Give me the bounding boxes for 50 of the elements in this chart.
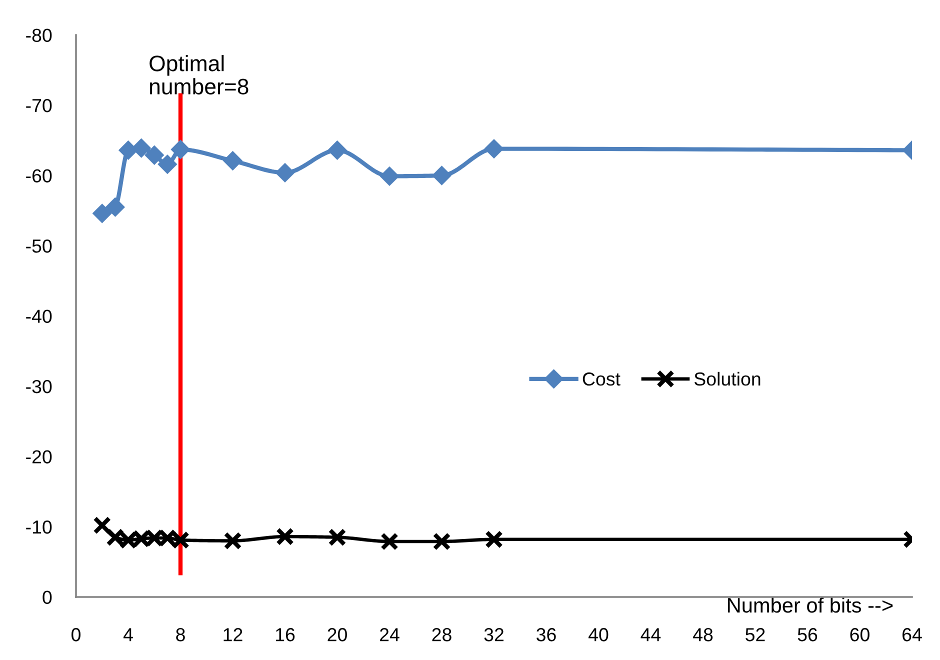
- point: [144, 146, 164, 165]
- point: [432, 532, 451, 551]
- point: [106, 198, 125, 217]
- x-tick-label: 8: [176, 628, 185, 642]
- y-tick-label: -10: [26, 520, 52, 534]
- x-tick-label: 24: [380, 628, 400, 642]
- y-tick-label: 0: [42, 590, 52, 604]
- x-tick-label: 64: [902, 628, 922, 642]
- x-tick-label: 0: [72, 628, 80, 642]
- y-tick-label: -70: [26, 98, 52, 112]
- point: [93, 516, 112, 534]
- y-tick-label: -60: [26, 169, 52, 182]
- point: [328, 528, 346, 546]
- x-tick-label: 44: [640, 628, 661, 642]
- point: [224, 532, 242, 550]
- x-tick-label: 48: [693, 628, 713, 642]
- y-tick-label: -30: [26, 380, 52, 394]
- point: [432, 166, 452, 186]
- point: [275, 163, 295, 182]
- point: [92, 204, 112, 223]
- x-tick-label: 4: [123, 628, 133, 642]
- point: [158, 154, 177, 174]
- point: [380, 166, 400, 186]
- y-tick-label: -80: [26, 28, 52, 42]
- x-tick-label: 20: [328, 628, 347, 642]
- x-tick-label: 60: [850, 628, 870, 642]
- point: [484, 139, 504, 158]
- x-tick-label: 32: [484, 628, 504, 642]
- legend-label: Cost: [582, 372, 620, 386]
- point: [380, 532, 399, 551]
- x-tick-label: 52: [746, 628, 765, 642]
- y-tick-label: -40: [26, 310, 52, 323]
- x-tick-label: 36: [536, 628, 556, 642]
- x-axis-title: Number of bits -->: [728, 597, 893, 613]
- point: [170, 140, 190, 160]
- point: [132, 138, 151, 158]
- x-tick-label: 40: [588, 628, 608, 642]
- legend-label: Solution: [694, 372, 760, 386]
- x-tick-label: 28: [432, 628, 452, 642]
- point: [223, 151, 242, 170]
- x-tick-label: 12: [224, 628, 242, 642]
- point: [484, 530, 504, 548]
- y-tick-label: -50: [26, 239, 52, 253]
- point: [328, 140, 347, 160]
- x-tick-label: 16: [276, 628, 295, 642]
- point: [118, 140, 138, 160]
- y-tick-label: -20: [26, 450, 52, 464]
- point: [276, 528, 294, 546]
- annotation: Optimal number=8: [150, 55, 248, 94]
- x-tick-label: 56: [798, 628, 818, 642]
